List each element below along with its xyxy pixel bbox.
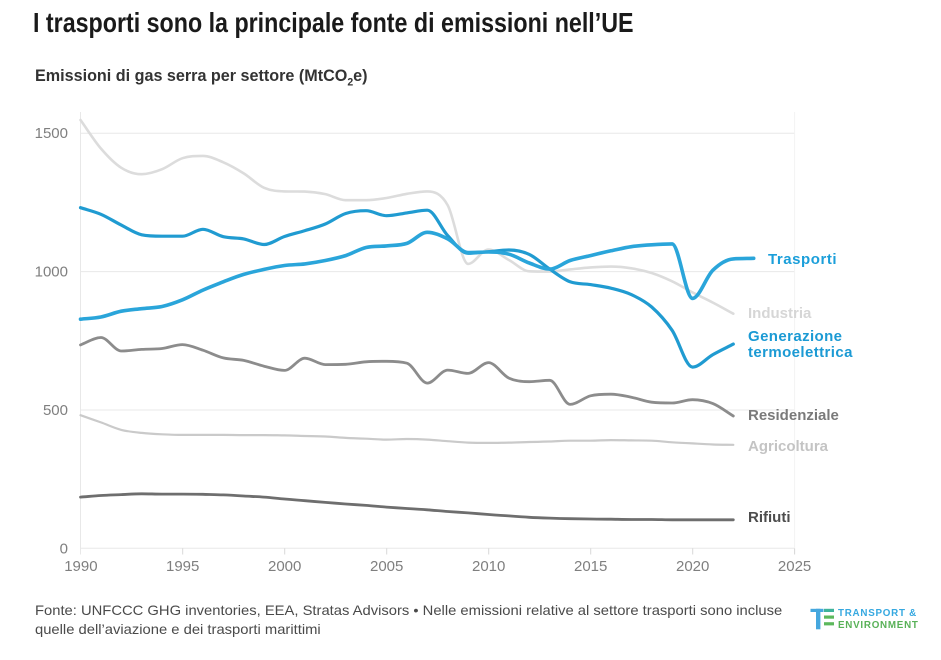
svg-text:2025: 2025 [778,558,811,575]
svg-text:TRANSPORT &: TRANSPORT & [838,608,917,619]
svg-text:2010: 2010 [472,558,505,575]
svg-text:2005: 2005 [370,558,403,575]
svg-text:1995: 1995 [166,558,199,575]
svg-text:1500: 1500 [35,125,68,142]
svg-text:500: 500 [43,402,68,419]
svg-text:2020: 2020 [676,558,709,575]
svg-text:0: 0 [60,540,68,557]
svg-text:1000: 1000 [35,264,68,281]
svg-text:2015: 2015 [574,558,607,575]
svg-text:1990: 1990 [64,558,97,575]
svg-text:ENVIRONMENT: ENVIRONMENT [838,620,918,631]
svg-text:2000: 2000 [268,558,301,575]
